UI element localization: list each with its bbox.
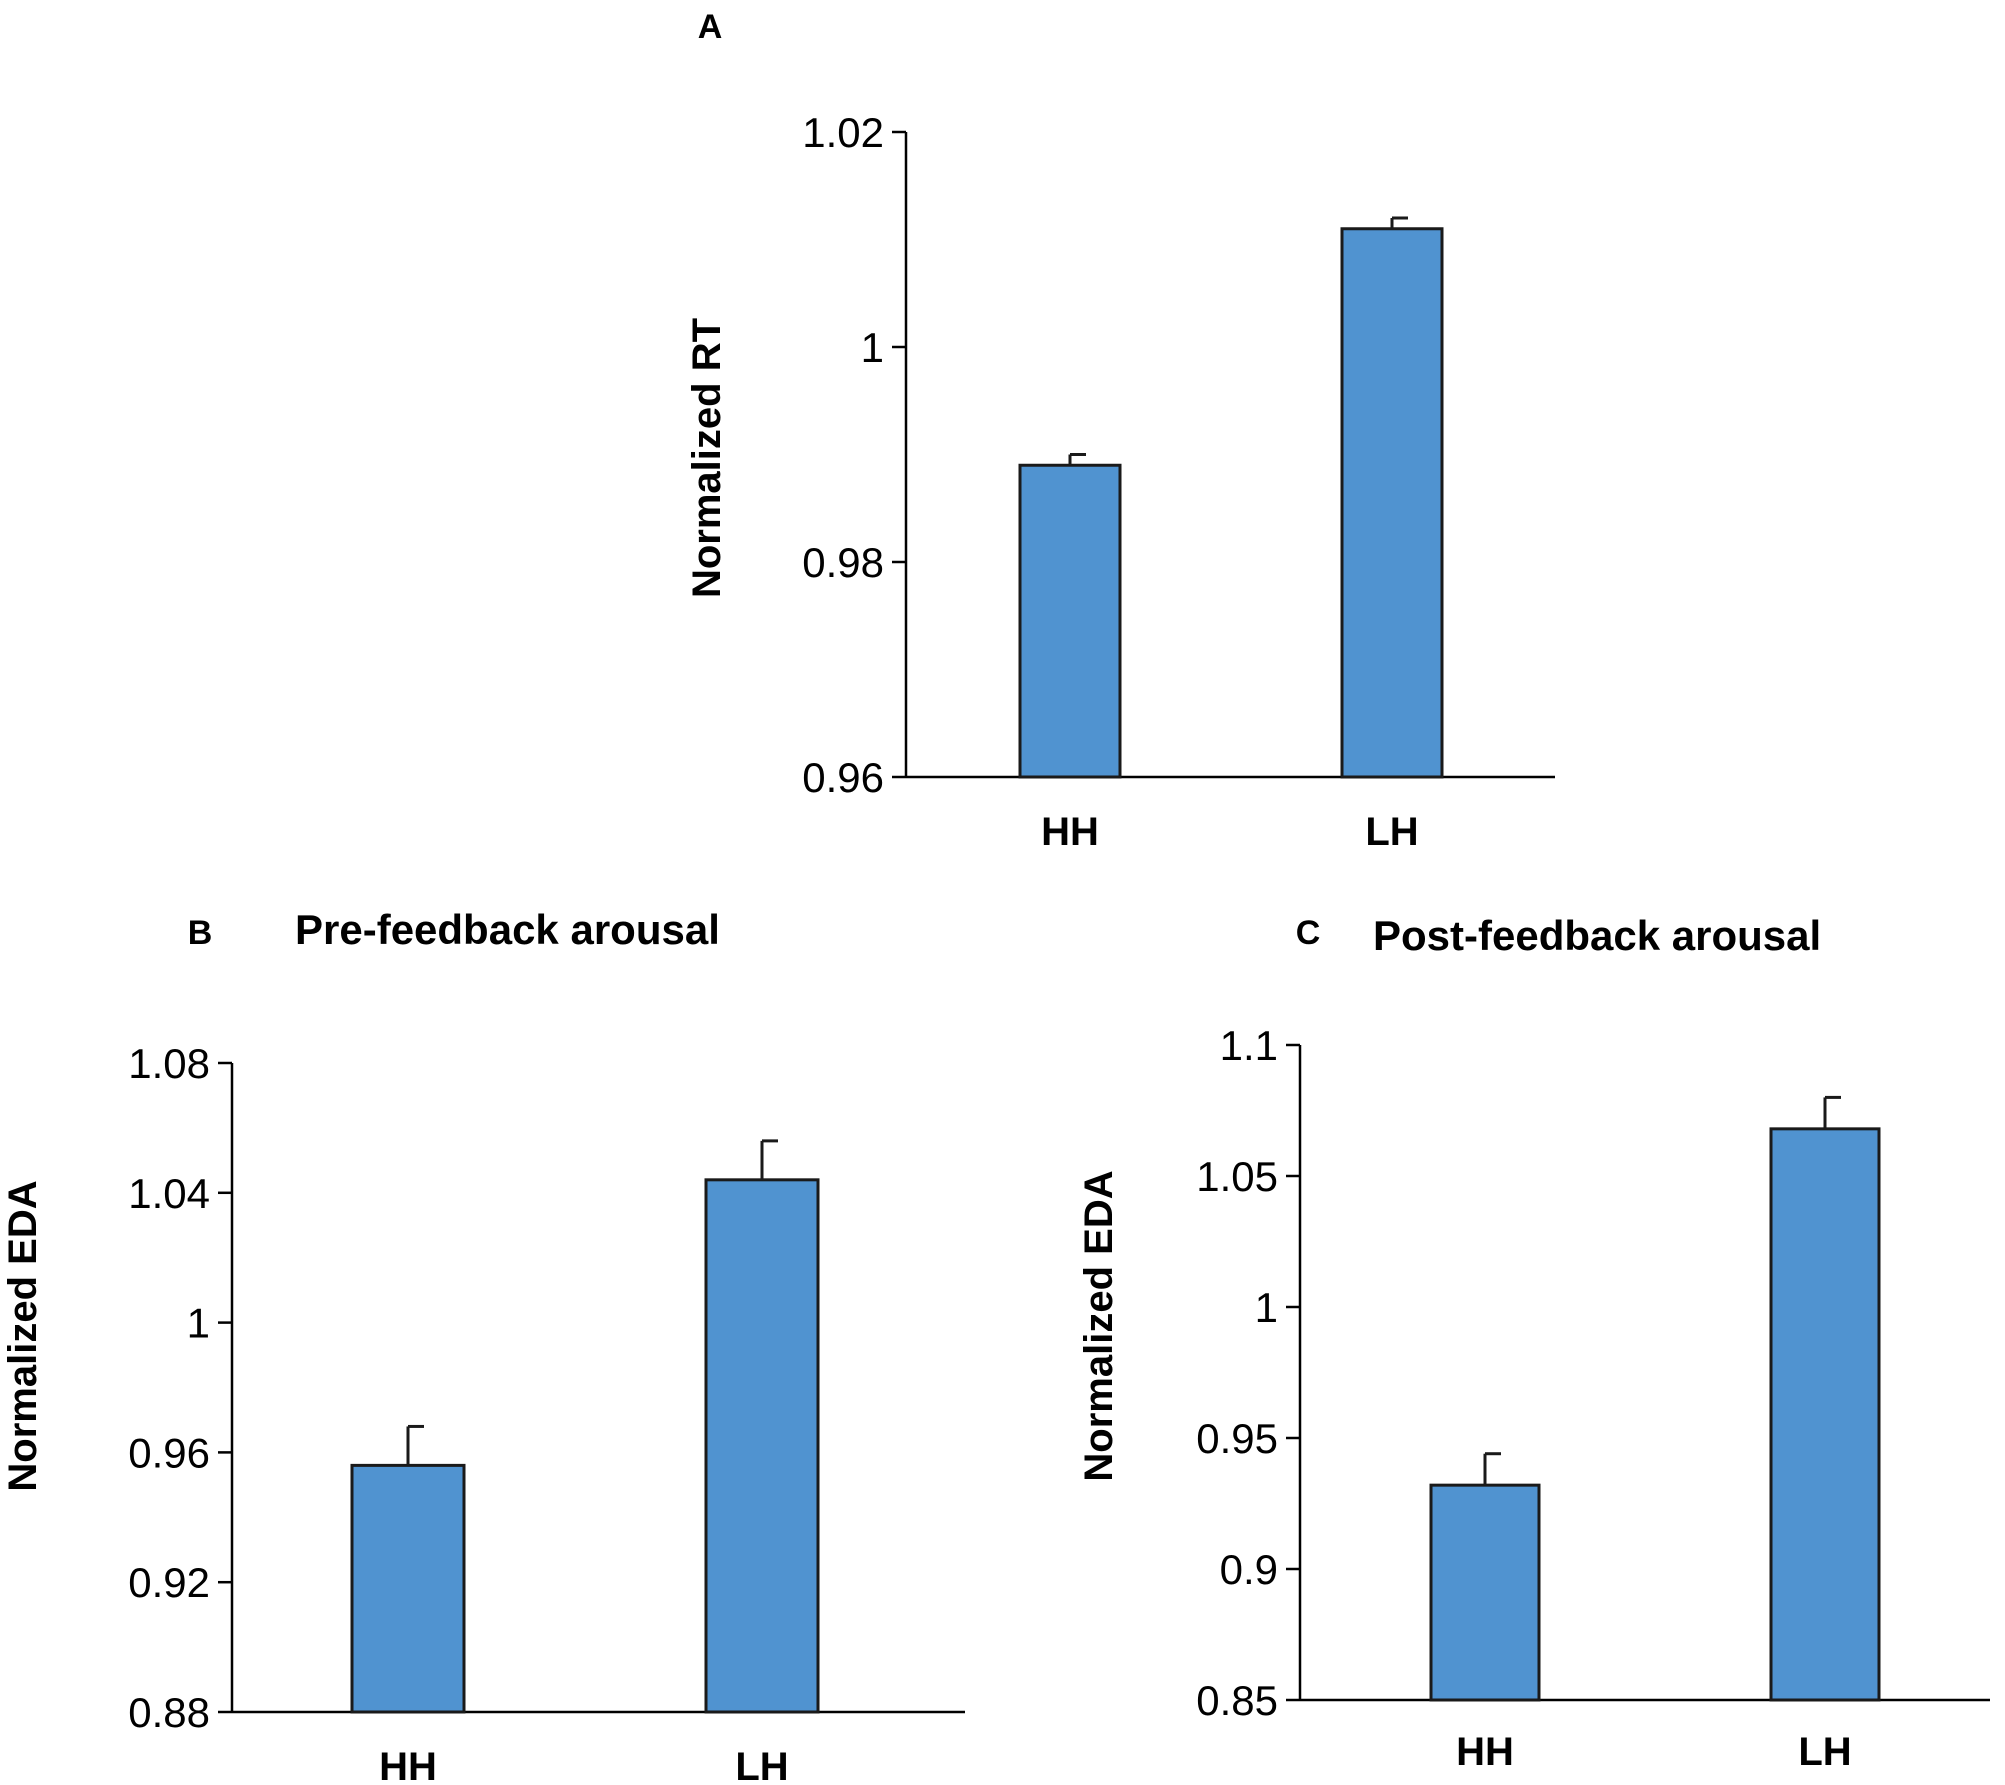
panel-b-y-tick-label: 0.92 (128, 1559, 210, 1606)
panel-c-letter: C (1296, 914, 1321, 952)
panel-a-y-tick-label: 0.96 (802, 754, 884, 801)
panel-c-y-axis-label: Normalized EDA (1077, 1170, 1121, 1481)
panel-a-y-tick-label: 1 (861, 324, 884, 371)
panel-a-letter: A (698, 8, 723, 46)
panel-b-bar-hh (350, 1463, 466, 1714)
panel-c-category-label-hh: HH (1456, 1730, 1514, 1774)
panel-c-chart: C Post-feedback arousal Normalized EDA 0… (1077, 912, 1990, 1774)
panel-b-title: Pre-feedback arousal (295, 906, 720, 953)
panel-c-title: Post-feedback arousal (1373, 912, 1821, 959)
panel-b-category-label-hh: HH (379, 1745, 437, 1785)
panel-b-y-tick-label: 1 (187, 1300, 210, 1347)
panel-a-category-label-hh: HH (1041, 810, 1099, 854)
panel-c-bar-lh (1769, 1127, 1881, 1702)
panel-a-y-axis-label: Normalized RT (685, 318, 729, 598)
panel-c-y-tick-label: 1.1 (1220, 1022, 1278, 1069)
panel-c-y-tick-label: 0.95 (1196, 1415, 1278, 1462)
panel-c-y-tick-label: 0.85 (1196, 1677, 1278, 1724)
panel-c-y-tick-label: 1.05 (1196, 1153, 1278, 1200)
panel-b-letter: B (188, 914, 213, 952)
panel-c-y-tick-label: 1 (1255, 1284, 1278, 1331)
panel-b-bar-lh (704, 1178, 820, 1714)
panel-c-bar-hh (1429, 1483, 1541, 1702)
panel-a-bar-lh (1340, 227, 1444, 779)
panel-a-chart: A Normalized RT 0.96 0.98 1 1.02 HH LH (685, 8, 1555, 854)
panel-a-y-tick-label: 1.02 (802, 109, 884, 156)
panel-c-y-tick-label: 0.9 (1220, 1546, 1278, 1593)
panel-b-chart: B Pre-feedback arousal Normalized EDA 0.… (1, 906, 965, 1785)
panel-b-y-axis-label: Normalized EDA (1, 1180, 45, 1491)
panel-a-category-label-lh: LH (1365, 810, 1418, 854)
panel-b-y-tick-label: 1.04 (128, 1170, 210, 1217)
panel-c-category-label-lh: LH (1798, 1730, 1851, 1774)
panel-b-y-tick-label: 1.08 (128, 1040, 210, 1087)
panel-b-category-label-lh: LH (735, 1745, 788, 1785)
panel-a-y-tick-label: 0.98 (802, 539, 884, 586)
panel-a-bar-hh (1018, 463, 1122, 779)
panel-b-y-tick-label: 0.96 (128, 1429, 210, 1476)
panel-b-y-tick-label: 0.88 (128, 1689, 210, 1736)
